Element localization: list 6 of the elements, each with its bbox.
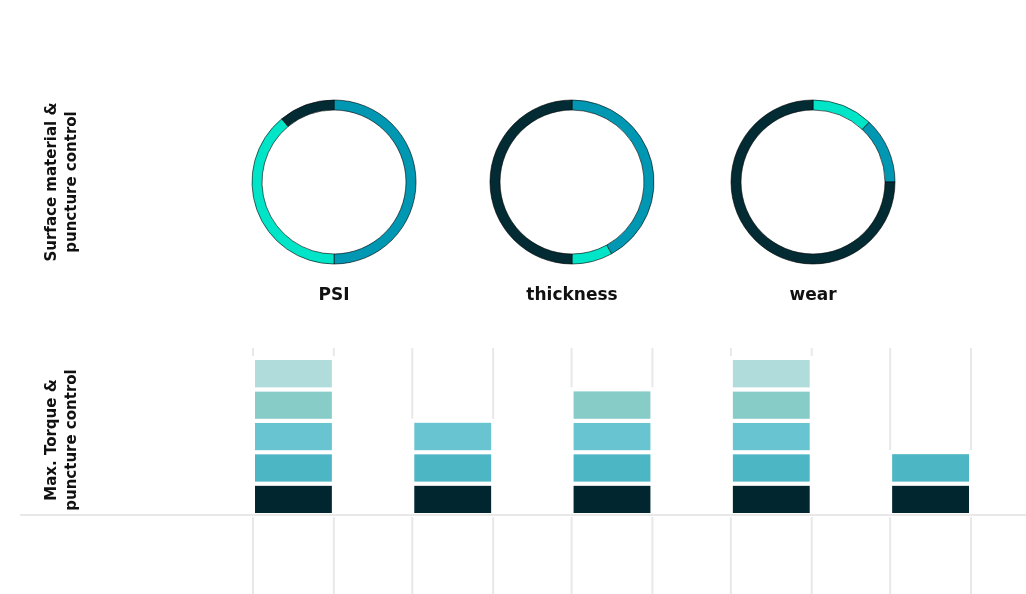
donut-slice — [730, 99, 896, 265]
text: PSI — [318, 284, 350, 304]
text: thickness — [526, 284, 618, 304]
text: wear — [789, 284, 838, 304]
text: Surface material & puncture control — [42, 102, 80, 262]
y-axis-title: Max. Torque & puncture control — [42, 369, 80, 511]
